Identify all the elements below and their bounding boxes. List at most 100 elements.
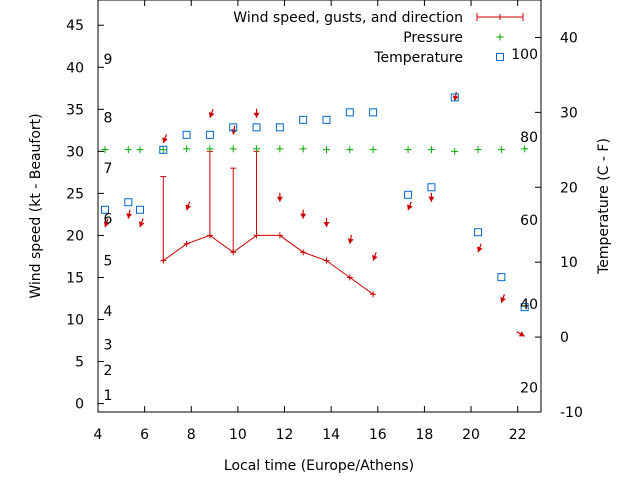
arrow-head [372, 254, 378, 261]
arrow-head [347, 238, 354, 244]
y-axis-title: Wind speed (kt - Beaufort) [28, 113, 44, 298]
wind-speed-point [346, 274, 353, 281]
wind-direction-arrow [185, 201, 192, 211]
y2-tick-label: -10 [560, 405, 583, 421]
y-tick-label: 20 [66, 228, 84, 244]
y2-tick-label: 30 [560, 105, 578, 121]
pressure-point [497, 146, 505, 154]
temperature-point [520, 303, 529, 312]
wind-direction-arrow [103, 218, 110, 228]
legend-label: Pressure [403, 30, 463, 46]
pressure-point [101, 146, 109, 154]
wind-direction-arrow [300, 209, 307, 219]
legend-marker [496, 53, 504, 61]
x-tick-label: 10 [229, 427, 247, 443]
wind-direction-arrow [208, 109, 215, 118]
wind-direction-arrow [347, 234, 354, 244]
beaufort-label: 5 [104, 254, 113, 270]
pressure-point [206, 145, 214, 153]
beaufort-label: 6 [104, 212, 113, 228]
y2-tick-label: 20 [560, 180, 578, 196]
wind-speed-point [300, 249, 307, 256]
fahrenheit-label: 100 [511, 47, 538, 63]
pressure-point [276, 145, 284, 153]
pressure-point [521, 145, 529, 153]
y-tick-label: 0 [75, 397, 84, 413]
legend-label: Temperature [373, 50, 463, 66]
temperature-point [135, 205, 144, 214]
wind-direction-arrow [516, 331, 525, 337]
temperature-point [229, 123, 238, 132]
pressure-point [474, 146, 482, 154]
beaufort-label: 7 [104, 161, 113, 177]
legend-marker [496, 33, 504, 41]
wind-speed-point [160, 257, 167, 264]
x-axis-title: Local time (Europe/Athens) [224, 458, 414, 474]
axes: 4 6 8 10 12 14 16 18 20 22051015202530354045-1001… [66, 0, 583, 443]
temperature-point [474, 228, 483, 237]
x-tick-label: 8 [187, 427, 196, 443]
y-tick-label: 25 [66, 186, 84, 202]
wind-direction-arrow [138, 218, 145, 228]
fahrenheit-label: 80 [520, 130, 538, 146]
wind-speed-point [230, 249, 237, 256]
temperature-point [299, 115, 308, 124]
beaufort-label: 2 [104, 363, 113, 379]
y2-tick-label: 40 [560, 30, 578, 46]
pressure-point [253, 145, 261, 153]
arrow-head [323, 222, 330, 228]
wind-speed-point [206, 232, 213, 239]
y-tick-label: 40 [66, 60, 84, 76]
arrow-head [276, 196, 283, 202]
y-tick-label: 35 [66, 102, 84, 118]
temperature-point [497, 273, 506, 282]
wind-direction-arrow [253, 108, 260, 118]
y2-tick-label: 0 [560, 330, 569, 346]
arrow-head [126, 213, 133, 219]
temperature-point [124, 198, 133, 207]
wind-direction-arrow [406, 201, 413, 211]
legend-entry: Wind speed, gusts, and direction [233, 10, 524, 26]
y-tick-label: 10 [66, 313, 84, 329]
pressure-point [322, 146, 330, 154]
wind-direction-arrow [323, 218, 330, 228]
legend: Wind speed, gusts, and direction Pressure… [233, 10, 524, 66]
pressure-point [183, 145, 191, 153]
y2-tick-label: 10 [560, 255, 578, 271]
temperature-point [159, 145, 168, 154]
pressure-point [369, 146, 377, 154]
x-tick-label: 20 [462, 427, 480, 443]
arrow-head [300, 213, 307, 219]
pressure-point [346, 146, 354, 154]
arrow-head [500, 296, 506, 303]
arrow-head [452, 95, 459, 101]
legend-label: Wind speed, gusts, and direction [233, 10, 463, 26]
pressure-point [451, 147, 459, 155]
wind-direction-arrow [428, 192, 435, 202]
arrow-head [185, 204, 192, 211]
arrow-head [428, 196, 435, 202]
pressure-point [159, 146, 167, 154]
x-tick-label: 18 [416, 427, 434, 443]
x-tick-label: 6 [140, 427, 149, 443]
fahrenheit-label: 60 [520, 213, 538, 229]
temperature-point [322, 115, 331, 124]
temperature-point [427, 183, 436, 192]
arrow-head [476, 246, 483, 253]
wind-speed-line [162, 234, 374, 295]
pressure-point [124, 146, 132, 154]
y-tick-label: 45 [66, 18, 84, 34]
y-tick-label: 15 [66, 270, 84, 286]
temperature-point [252, 123, 261, 132]
pressure-point [427, 146, 435, 154]
plot-area [100, 91, 529, 337]
wind-speed-point [183, 240, 190, 247]
beaufort-label: 4 [104, 304, 113, 320]
temperature-point [345, 108, 354, 117]
pressure-point [299, 145, 307, 153]
y2-axis-title: Temperature (C - F) [596, 138, 612, 275]
pressure-point [136, 146, 144, 154]
legend-entry: Pressure [403, 30, 504, 46]
